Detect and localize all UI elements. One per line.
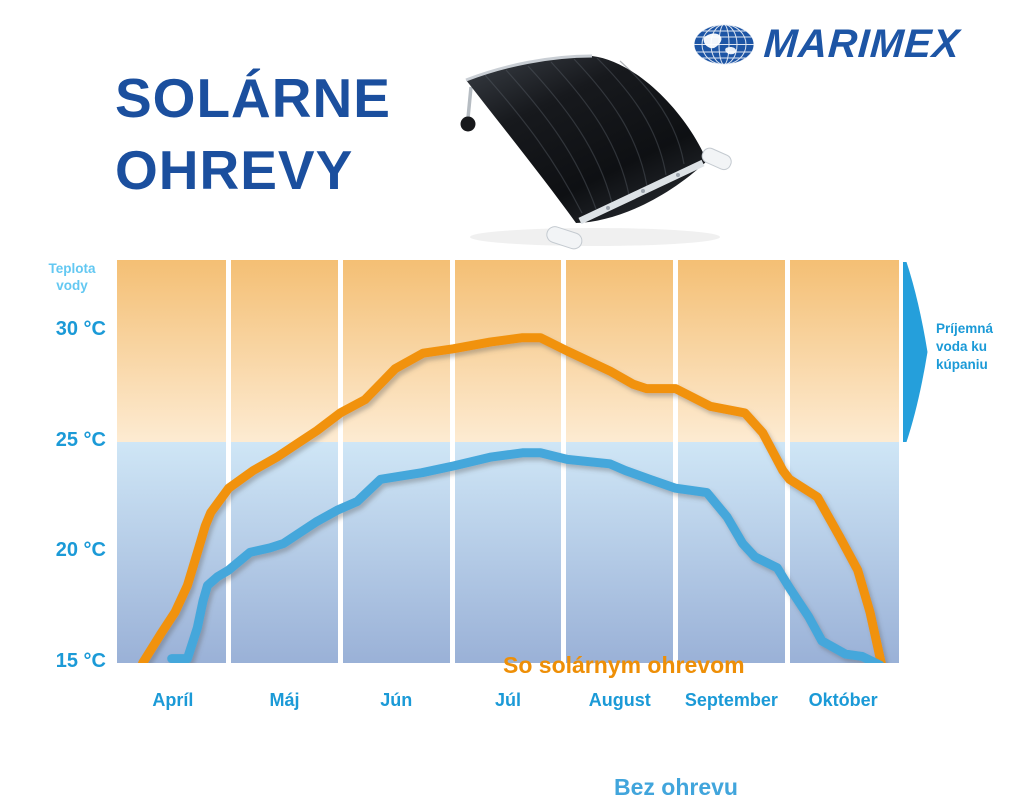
month-gridline xyxy=(449,260,455,663)
month-label-jún: Jún xyxy=(380,690,413,710)
y-axis-title: Teplota vody xyxy=(48,261,96,293)
month-gridline xyxy=(226,260,232,663)
page-title-line2: OHREVY xyxy=(115,139,354,201)
product-shadow xyxy=(470,228,720,246)
water-temperature-chart: So solárnym ohrevom Bez ohrevu xyxy=(117,260,899,800)
month-label-august: August xyxy=(588,690,651,710)
month-gridline xyxy=(337,260,343,663)
panel-ridges xyxy=(484,57,685,214)
page-title-line1: SOLÁRNE xyxy=(115,67,391,129)
brand-name: MARIMEX xyxy=(762,22,962,66)
month-label-júl: Júl xyxy=(494,690,522,710)
y-tick-label: 30 °C xyxy=(55,318,106,341)
month-gridline xyxy=(784,260,790,663)
warm-zone-background xyxy=(117,260,899,442)
marimex-logo: MARIMEX xyxy=(692,22,962,67)
hose-connector-right xyxy=(701,147,732,171)
top-rail xyxy=(465,54,593,82)
y-tick-label: 25 °C xyxy=(55,428,106,451)
month-gridline xyxy=(673,260,679,663)
series-label-with-solar: So solárnym ohrevom xyxy=(503,652,745,678)
support-leg xyxy=(466,86,473,119)
leg-foot-ball xyxy=(460,116,476,132)
y-tick-label: 20 °C xyxy=(55,539,106,562)
month-label-október: Október xyxy=(808,690,878,710)
page-title: SOLÁRNE OHREVY xyxy=(115,62,391,206)
globe-grid-icon xyxy=(693,24,755,65)
solar-heater-product-image xyxy=(460,54,732,250)
pleasant-water-label: Príjemná voda ku kúpaniu xyxy=(936,321,994,372)
pleasant-water-arrow xyxy=(903,262,928,442)
solar-heating-infographic: { "header": { "title_line1": "SOLÁRNE", … xyxy=(48,22,994,800)
month-label-apríl: Apríl xyxy=(152,690,194,710)
y-tick-label: 15 °C xyxy=(55,650,106,672)
hose-connector-bottom xyxy=(546,226,583,250)
month-label-september: September xyxy=(684,690,778,710)
cool-zone-background xyxy=(117,442,899,663)
month-label-máj: Máj xyxy=(269,690,300,710)
panel-surface xyxy=(466,56,707,223)
series-label-without-heating: Bez ohrevu xyxy=(614,774,738,800)
month-gridline xyxy=(561,260,567,663)
